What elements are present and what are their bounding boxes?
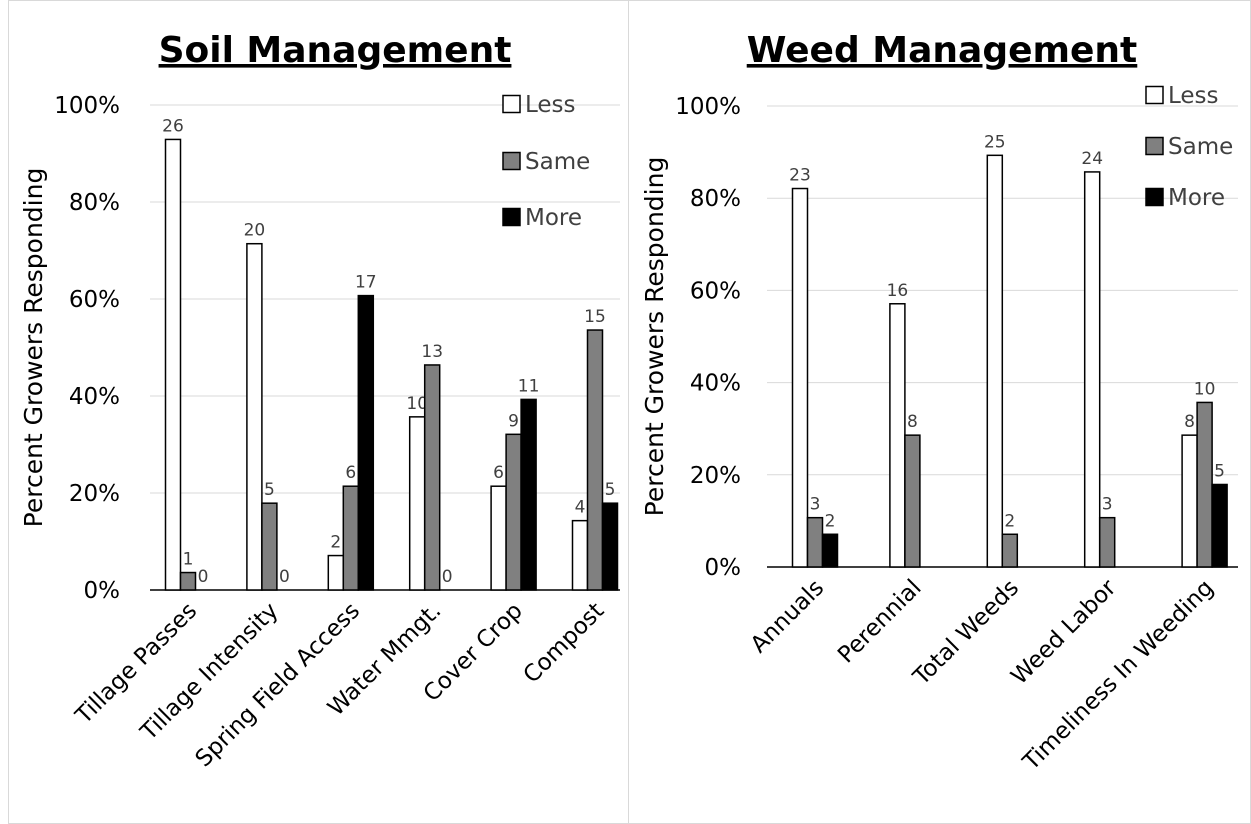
data-label: 10	[1194, 379, 1216, 399]
y-tick-label: 80%	[690, 186, 741, 212]
x-tick-label-perennial: Perennial	[833, 575, 927, 669]
legend-swatch-more	[502, 207, 521, 227]
data-label: 5	[605, 480, 616, 500]
legend-swatch-less	[1145, 85, 1164, 105]
y-axis-label: Percent Growers Responding	[19, 168, 48, 528]
data-label: 16	[887, 281, 909, 301]
x-tick-label-timeliness-in-weeding: Timeliness In Weeding	[1018, 575, 1219, 776]
y-tick-label: 100%	[675, 94, 741, 120]
legend-label-less: Less	[1168, 83, 1219, 109]
legend-label-more: More	[525, 205, 582, 231]
data-label: 26	[162, 116, 184, 136]
bar-more-cover-crop	[520, 398, 537, 591]
x-tick-label-annuals: Annuals	[746, 575, 829, 658]
bar-same-annuals	[806, 516, 824, 568]
bar-same-spring-field-access	[342, 485, 360, 591]
y-tick-label: 100%	[54, 93, 120, 119]
bar-less-annuals	[791, 187, 809, 568]
data-label: 3	[1102, 495, 1113, 515]
bar-less-tillage-intensity	[246, 242, 263, 591]
bar-less-tillage-passes	[164, 138, 182, 591]
data-label: 0	[279, 567, 290, 587]
data-label: 3	[810, 495, 821, 515]
legend-label-same: Same	[525, 149, 590, 175]
bar-same-tillage-intensity	[261, 502, 278, 591]
y-tick-label: 0%	[84, 578, 121, 604]
data-label: 13	[421, 342, 443, 362]
data-label: 8	[1184, 412, 1195, 432]
y-tick-label: 0%	[705, 555, 742, 581]
bar-same-compost	[586, 329, 604, 591]
data-label: 24	[1081, 149, 1103, 169]
y-tick-label: 40%	[690, 371, 741, 397]
x-tick-label-spring-field-access: Spring Field Access	[191, 598, 365, 772]
chart-title: Weed Management	[747, 30, 1138, 71]
data-label: 11	[518, 376, 540, 396]
y-tick-label: 80%	[69, 190, 120, 216]
legend-swatch-more	[1145, 187, 1164, 207]
data-label: 6	[493, 463, 504, 483]
y-tick-label: 20%	[69, 481, 120, 507]
data-label: 5	[264, 480, 275, 500]
bar-same-water-mmgt	[423, 364, 441, 591]
data-label: 0	[442, 567, 453, 587]
y-tick-label: 60%	[69, 287, 120, 313]
bar-more-timeliness-in-weeding	[1211, 483, 1228, 568]
data-label: 25	[984, 132, 1006, 152]
soil-management-chart: 0% 20% 40% 60% 80% 100% Soil Management Percent…	[19, 30, 620, 772]
data-label: 2	[825, 511, 836, 531]
bar-same-tillage-passes	[179, 571, 197, 591]
data-label: 23	[789, 166, 811, 186]
bar-more-annuals	[821, 533, 839, 568]
legend-label-less: Less	[525, 92, 576, 118]
data-label: 20	[244, 221, 266, 241]
legend-label-more: More	[1168, 185, 1225, 211]
bar-less-water-mmgt	[408, 416, 426, 591]
bar-more-compost	[601, 502, 619, 591]
data-label: 0	[198, 567, 209, 587]
bar-less-compost	[571, 519, 589, 591]
chart-title: Soil Management	[159, 30, 512, 71]
legend-swatch-same	[1145, 136, 1164, 156]
bar-same-cover-crop	[505, 433, 522, 591]
x-tick-label-tillage-intensity: Tillage Intensity	[135, 598, 283, 746]
data-label: 10	[406, 394, 428, 414]
data-label: 9	[508, 411, 519, 431]
y-tick-label: 40%	[69, 384, 120, 410]
legend-label-same: Same	[1168, 134, 1233, 160]
bar-same-weed-labor	[1098, 516, 1116, 568]
data-label: 2	[1004, 511, 1015, 531]
legend-swatch-same	[502, 151, 521, 171]
data-label: 4	[575, 498, 586, 518]
data-label: 15	[584, 307, 606, 327]
y-axis-label: Percent Growers Responding	[640, 157, 669, 517]
data-label: 6	[345, 463, 356, 483]
bar-less-perennial	[889, 303, 906, 568]
legend-swatch-less	[502, 94, 521, 114]
bar-less-total-weeds	[986, 154, 1004, 568]
data-label: 1	[183, 550, 194, 570]
data-label: 17	[355, 273, 377, 293]
weed-management-chart: 0% 20% 40% 60% 80% 100%Weed Management Percent…	[640, 30, 1238, 776]
data-label: 8	[907, 412, 918, 432]
bar-same-timeliness-in-weeding	[1196, 401, 1213, 568]
bar-same-perennial	[904, 434, 921, 568]
bar-more-spring-field-access	[357, 294, 375, 591]
bar-less-weed-labor	[1083, 171, 1101, 568]
data-label: 5	[1214, 461, 1225, 481]
weed-panel-border	[628, 0, 1251, 824]
bar-less-cover-crop	[490, 485, 507, 591]
bar-less-timeliness-in-weeding	[1181, 434, 1198, 568]
data-label: 2	[330, 533, 341, 553]
y-tick-label: 20%	[690, 463, 741, 489]
x-tick-label-compost: Compost	[519, 598, 610, 689]
bar-same-total-weeds	[1001, 533, 1019, 568]
y-tick-label: 60%	[690, 278, 741, 304]
bar-less-spring-field-access	[327, 554, 345, 591]
